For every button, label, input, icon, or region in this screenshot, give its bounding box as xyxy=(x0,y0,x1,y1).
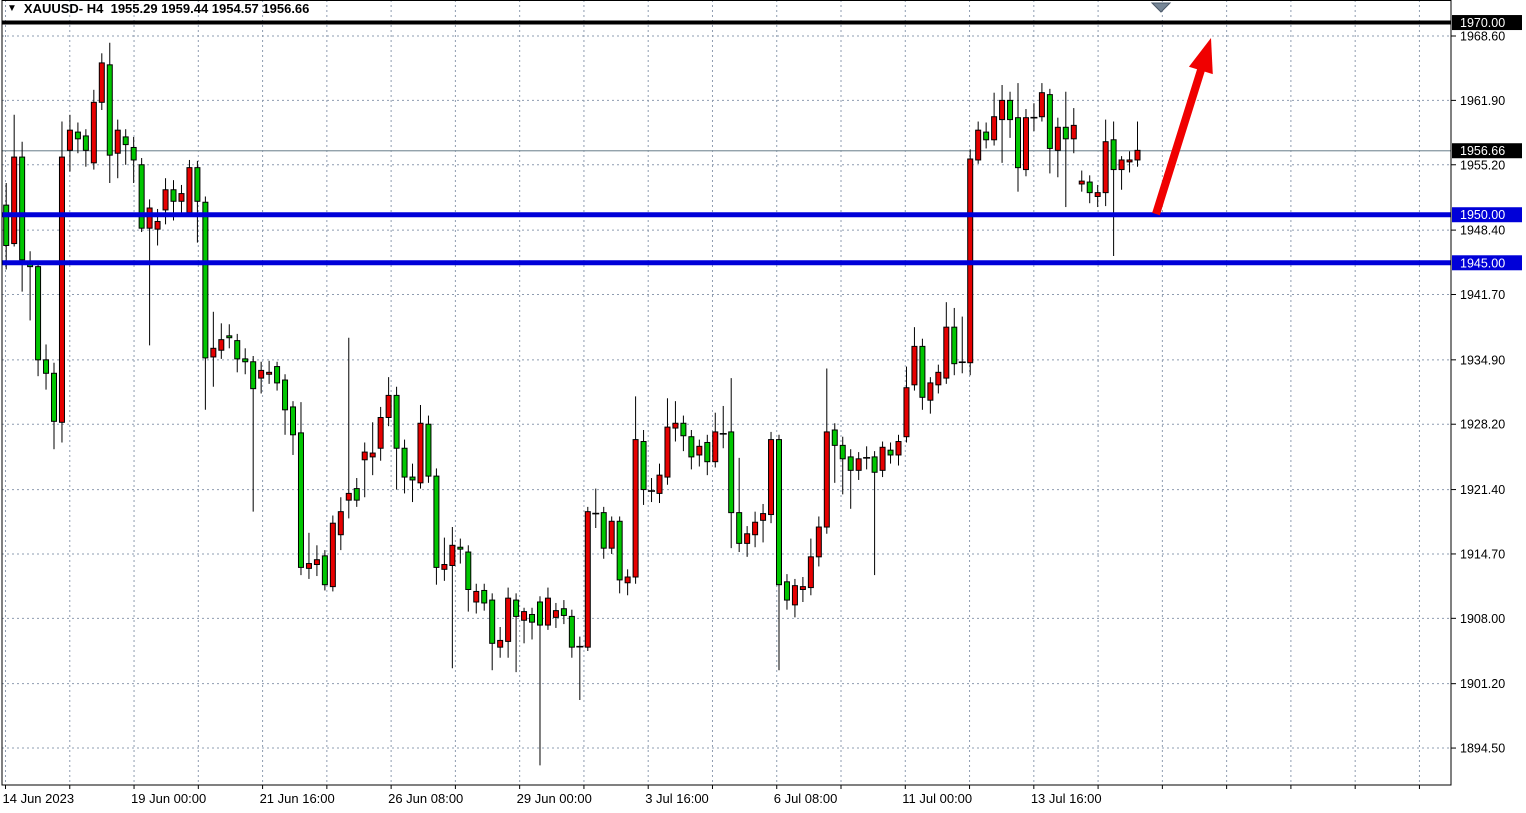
time-tick-label: 3 Jul 16:00 xyxy=(645,791,709,806)
chart-title-ohlc-text: XAUUSD- H4 1955.29 1959.44 1954.57 1956.… xyxy=(23,0,310,16)
time-tick-label: 6 Jul 08:00 xyxy=(774,791,838,806)
price-axis: 1968.60 1961.90 1955.20 1948.40 1941.70 1934.… xyxy=(1451,15,1522,756)
price-tick-label: 1908.00 xyxy=(1460,612,1505,626)
time-tick-label: 13 Jul 16:00 xyxy=(1031,791,1102,806)
price-tick-label: 1955.20 xyxy=(1460,158,1505,172)
time-tick-label: 29 Jun 00:00 xyxy=(517,791,592,806)
price-badge-1945.00: 1945.00 xyxy=(1452,255,1522,271)
price-tick-label: 1941.70 xyxy=(1460,288,1505,302)
price-tick-label: 1914.70 xyxy=(1460,547,1505,561)
price-badge-1970.00: 1970.00 xyxy=(1452,15,1522,31)
grid xyxy=(2,0,1451,785)
time-tick-label: 11 Jul 00:00 xyxy=(902,791,972,806)
time-tick-label: 26 Jun 08:00 xyxy=(388,791,463,806)
price-tick-label: 1934.90 xyxy=(1460,353,1505,367)
price-tick-label: 1961.90 xyxy=(1460,94,1505,108)
svg-text:1945.00: 1945.00 xyxy=(1460,256,1505,270)
price-badge-1950.00: 1950.00 xyxy=(1452,207,1522,223)
symbol-dropdown-icon[interactable]: ▼ xyxy=(7,2,17,14)
chart-frame xyxy=(1,0,1452,786)
price-tick-label: 1928.20 xyxy=(1460,418,1505,432)
time-tick-label: 19 Jun 00:00 xyxy=(131,791,206,806)
price-tick-label: 1948.40 xyxy=(1460,224,1505,238)
chart-title: ▼ XAUUSD- H4 1955.29 1959.44 1954.57 1956… xyxy=(7,0,310,16)
price-tick-label: 1921.40 xyxy=(1460,483,1505,497)
timeline-marker-icon[interactable] xyxy=(1150,2,1172,13)
time-tick-label: 21 Jun 16:00 xyxy=(260,791,335,806)
svg-text:1950.00: 1950.00 xyxy=(1460,208,1505,222)
trend-arrow[interactable] xyxy=(1152,38,1213,216)
price-tick-label: 1968.60 xyxy=(1460,30,1505,44)
svg-text:1970.00: 1970.00 xyxy=(1460,16,1505,30)
svg-text:1956.66: 1956.66 xyxy=(1460,144,1505,158)
price-tick-label: 1894.50 xyxy=(1460,742,1505,756)
price-tick-label: 1901.20 xyxy=(1460,677,1505,691)
time-tick-label: 14 Jun 2023 xyxy=(3,791,75,806)
time-axis: 14 Jun 2023 19 Jun 00:00 21 Jun 16:00 26 Ju… xyxy=(3,785,1420,806)
price-badge-1956.66: 1956.66 xyxy=(1452,143,1522,159)
candles-series xyxy=(3,42,1141,766)
